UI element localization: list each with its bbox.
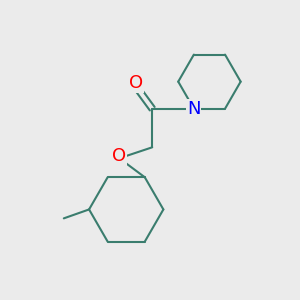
Text: O: O xyxy=(112,147,127,165)
Text: O: O xyxy=(129,74,143,92)
Text: N: N xyxy=(187,100,201,118)
